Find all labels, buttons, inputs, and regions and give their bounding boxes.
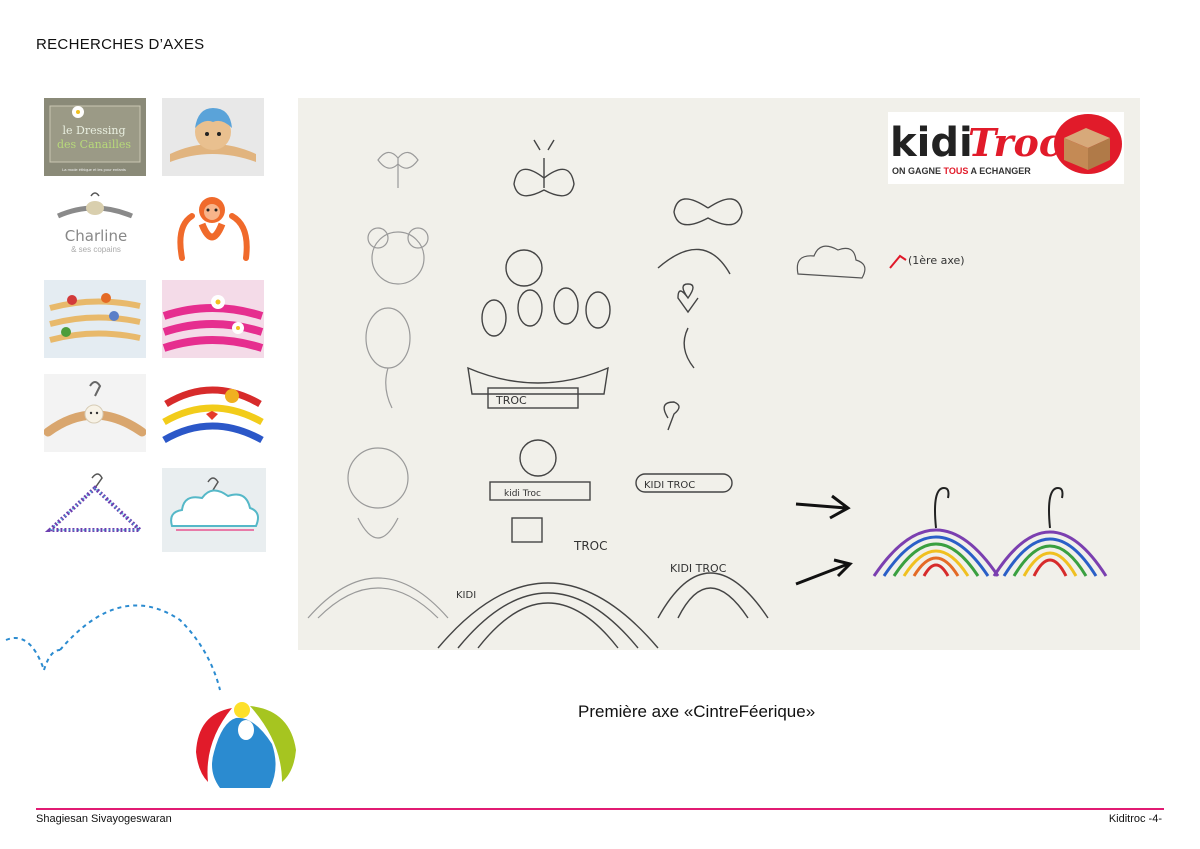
- thumbnail-wooden-animal-hangers: [44, 280, 146, 358]
- label-kidi-troc-monkey: kidi Troc: [504, 489, 541, 499]
- dressing-line2: des Canailles: [57, 138, 131, 151]
- arrow-1: [795, 494, 851, 520]
- thumbnail-beaded-hanger: [44, 468, 146, 546]
- thumbnail-monkey-hanger: [162, 186, 264, 264]
- label-kidi-arc: KIDI: [456, 590, 476, 601]
- thumbnail-sheep-hanger: [44, 374, 146, 452]
- logo-troc: Troc: [968, 120, 1062, 165]
- dotted-arc-decoration: [5, 604, 221, 691]
- label-troc-arc: TROC: [573, 539, 608, 553]
- page-title: RECHERCHES D’AXES: [36, 36, 205, 53]
- label-kidi-troc-hanger: KIDI TROC: [644, 480, 695, 491]
- faint-sketches: [307, 151, 449, 619]
- label-premiere-axe: (1ère axe): [908, 254, 965, 267]
- thumbnail-dressing-des-canailles: le Dressing des Canailles La mode éthiqu…: [44, 98, 146, 176]
- page-number: Kiditroc -4-: [1108, 813, 1162, 825]
- label-kidi-troc-arc: KIDI TROC: [670, 562, 727, 575]
- thumbnail-pink-flower-hangers: [162, 280, 264, 358]
- right-sketches: [635, 198, 769, 619]
- red-check-mark: [889, 254, 907, 269]
- dressing-line3: La mode éthique et les pour enfants: [62, 167, 126, 172]
- thumbnail-colorful-hangers: [162, 374, 264, 452]
- thumbnail-cloud-hanger: [162, 468, 266, 552]
- kiditroc-logo: kidi Troc ON GAGNE TOUS A ECHANGER: [888, 112, 1124, 184]
- thumbnail-charline: Charline & ses copains: [44, 186, 146, 264]
- caption: Première axe «CintreFéerique»: [578, 702, 816, 721]
- cloud-hanger-sketch: [796, 245, 866, 279]
- label-troc-a: TROC: [495, 394, 527, 407]
- logo-kidi: kidi: [890, 120, 973, 166]
- dressing-line1: le Dressing: [62, 124, 125, 137]
- rainbow-hanger-2: [992, 486, 1108, 577]
- arrow-2: [795, 558, 853, 586]
- thumbnail-child-head-hanger: [162, 98, 264, 176]
- center-sketches: [437, 139, 659, 649]
- logo-tagline-b: TOUS: [944, 166, 969, 176]
- rainbow-hanger-1: [872, 486, 1000, 577]
- footer-divider: [36, 808, 1164, 810]
- charline-name: Charline: [65, 227, 127, 245]
- author-name: Shagiesan Sivayogeswaran: [36, 813, 172, 825]
- logo-tagline-a: ON GAGNE: [892, 166, 944, 176]
- logo-tagline-c: A ECHANGER: [968, 166, 1031, 176]
- ball-logo: [196, 702, 296, 788]
- svg-text:ON GAGNE TOUS A ECHANGER: ON GAGNE TOUS A ECHANGER: [892, 166, 1031, 176]
- sketch-board: TROC kidi Troc KIDI TROC KIDI TROC KIDI …: [298, 98, 1140, 650]
- charline-sub: & ses copains: [71, 245, 121, 254]
